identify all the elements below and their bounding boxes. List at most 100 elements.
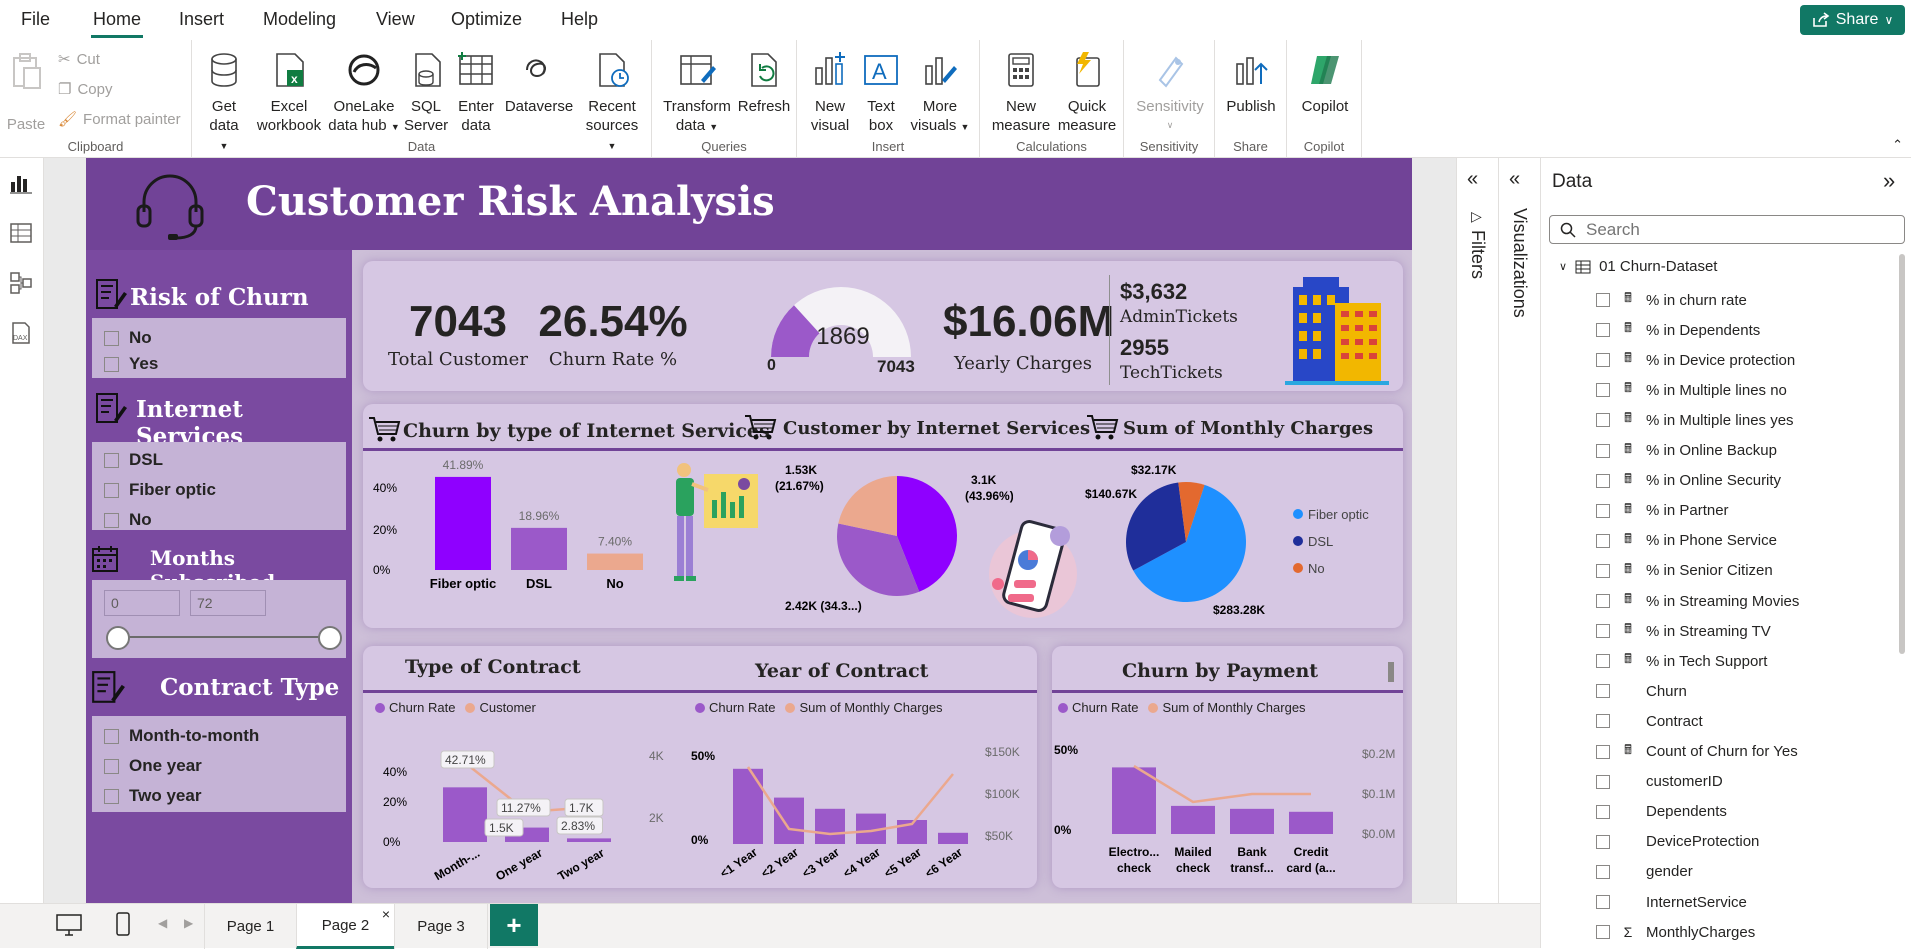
contract-option-two-year[interactable]: Two year bbox=[104, 786, 201, 806]
new-visual-button[interactable]: New visual bbox=[805, 50, 855, 135]
internet-option-no[interactable]: No bbox=[104, 510, 152, 530]
transform-data-button[interactable]: Transform data ▼ bbox=[662, 50, 732, 137]
text-box-button[interactable]: A Text box bbox=[859, 50, 903, 135]
field-item[interactable]: 🖩 Count of Churn for Yes bbox=[1596, 742, 1798, 762]
field-item[interactable]: 🖩 % in Multiple lines yes bbox=[1596, 410, 1794, 430]
tab-page-1[interactable]: Page 1 bbox=[204, 904, 296, 949]
field-item[interactable]: 🖩 % in Streaming Movies bbox=[1596, 591, 1799, 611]
copy-button[interactable]: ❐ Copy bbox=[58, 80, 112, 99]
search-input[interactable] bbox=[1586, 220, 1886, 240]
menu-view[interactable]: View bbox=[376, 9, 415, 29]
field-checkbox[interactable] bbox=[1596, 925, 1610, 940]
cut-button[interactable]: ✂ Cut bbox=[58, 50, 100, 69]
collapse-ribbon-icon[interactable]: ⌃ bbox=[1892, 137, 1903, 152]
field-checkbox[interactable] bbox=[1596, 594, 1610, 608]
field-checkbox[interactable] bbox=[1596, 624, 1610, 639]
field-checkbox[interactable] bbox=[1596, 654, 1610, 669]
field-item[interactable]: Contract bbox=[1596, 711, 1703, 731]
field-checkbox[interactable] bbox=[1596, 714, 1610, 729]
collapse-double-left-icon[interactable]: « bbox=[1509, 168, 1521, 190]
report-view-icon[interactable] bbox=[8, 170, 34, 196]
quick-measure-button[interactable]: Quick measure bbox=[1056, 50, 1118, 135]
field-item[interactable]: 🖩 % in Online Backup bbox=[1596, 441, 1777, 461]
field-item[interactable]: 🖩 % in Streaming TV bbox=[1596, 621, 1771, 641]
tab-page-3[interactable]: Page 3 bbox=[394, 904, 488, 949]
filters-pane[interactable]: « ▷ Filters bbox=[1456, 158, 1498, 903]
internet-option-fiber[interactable]: Fiber optic bbox=[104, 480, 216, 500]
data-pane-scrollbar[interactable] bbox=[1899, 254, 1905, 654]
desktop-layout-icon[interactable] bbox=[56, 914, 82, 936]
field-item[interactable]: 🖩 % in Tech Support bbox=[1596, 651, 1767, 671]
copilot-button[interactable]: Copilot bbox=[1295, 50, 1355, 116]
checkbox[interactable] bbox=[104, 788, 119, 804]
model-view-icon[interactable] bbox=[8, 270, 34, 296]
menu-file[interactable]: File bbox=[21, 9, 51, 29]
checkbox[interactable] bbox=[104, 330, 119, 346]
field-checkbox[interactable] bbox=[1596, 774, 1610, 789]
field-item[interactable]: 🖩 % in Dependents bbox=[1596, 320, 1760, 340]
close-icon[interactable]: × bbox=[381, 906, 390, 922]
field-checkbox[interactable] bbox=[1596, 503, 1610, 518]
checkbox[interactable] bbox=[104, 758, 119, 774]
enter-data-button[interactable]: Enter data bbox=[454, 50, 498, 135]
dax-query-icon[interactable]: DAX bbox=[8, 320, 34, 346]
checkbox[interactable] bbox=[104, 356, 119, 372]
mobile-layout-icon[interactable] bbox=[116, 912, 130, 936]
field-item[interactable]: 🖩 % in churn rate bbox=[1596, 290, 1747, 310]
field-item[interactable]: InternetService bbox=[1596, 892, 1747, 912]
table-node[interactable]: ∨ 01 Churn-Dataset bbox=[1559, 258, 1717, 275]
field-item[interactable]: 🖩 % in Device protection bbox=[1596, 350, 1795, 370]
table-view-icon[interactable] bbox=[8, 220, 34, 246]
checkbox[interactable] bbox=[104, 452, 119, 468]
field-item[interactable]: Σ MonthlyCharges bbox=[1596, 922, 1755, 942]
field-checkbox[interactable] bbox=[1596, 895, 1610, 909]
add-page-button[interactable]: + bbox=[490, 904, 538, 946]
format-painter-button[interactable]: 🖌 Format painter bbox=[58, 110, 181, 129]
more-visuals-button[interactable]: More visuals ▼ bbox=[909, 50, 971, 137]
risk-option-no[interactable]: No bbox=[104, 328, 152, 348]
field-checkbox[interactable] bbox=[1596, 533, 1610, 548]
field-item[interactable]: DeviceProtection bbox=[1596, 832, 1759, 852]
field-checkbox[interactable] bbox=[1596, 804, 1610, 819]
field-item[interactable]: Churn bbox=[1596, 681, 1687, 701]
dataverse-button[interactable]: Dataverse bbox=[502, 50, 576, 116]
contract-option-month[interactable]: Month-to-month bbox=[104, 726, 259, 746]
field-item[interactable]: customerID bbox=[1596, 772, 1723, 792]
onelake-button[interactable]: OneLake data hub ▼ bbox=[326, 50, 402, 137]
field-checkbox[interactable] bbox=[1596, 353, 1610, 368]
get-data-button[interactable]: Get data ▼ bbox=[204, 50, 244, 156]
scrollbar[interactable] bbox=[1388, 662, 1394, 682]
excel-workbook-button[interactable]: x Excel workbook bbox=[254, 50, 324, 135]
internet-option-dsl[interactable]: DSL bbox=[104, 450, 163, 470]
prev-page-icon[interactable]: ◀ bbox=[158, 916, 168, 930]
field-item[interactable]: 🖩 % in Online Security bbox=[1596, 471, 1781, 491]
field-checkbox[interactable] bbox=[1596, 744, 1610, 759]
field-item[interactable]: 🖩 % in Multiple lines no bbox=[1596, 380, 1787, 400]
sensitivity-button[interactable]: Sensitivity ∨ bbox=[1130, 50, 1210, 135]
checkbox[interactable] bbox=[104, 482, 119, 498]
field-item[interactable]: gender bbox=[1596, 862, 1693, 882]
field-checkbox[interactable] bbox=[1596, 684, 1610, 699]
refresh-button[interactable]: Refresh bbox=[736, 50, 792, 116]
collapse-double-right-icon[interactable]: » bbox=[1883, 168, 1896, 193]
months-min-input[interactable]: 0 bbox=[104, 590, 180, 616]
paste-button[interactable]: Paste bbox=[6, 50, 46, 134]
field-checkbox[interactable] bbox=[1596, 563, 1610, 578]
visualizations-pane[interactable]: « Visualizations bbox=[1498, 158, 1540, 903]
months-max-input[interactable]: 72 bbox=[190, 590, 266, 616]
tab-page-2[interactable]: Page 2 × bbox=[296, 904, 394, 949]
search-box[interactable] bbox=[1549, 215, 1905, 244]
menu-help[interactable]: Help bbox=[561, 9, 599, 29]
share-button[interactable]: Share ∨ bbox=[1800, 5, 1905, 35]
chevron-down-icon[interactable]: ∨ bbox=[1559, 261, 1568, 273]
field-checkbox[interactable] bbox=[1596, 443, 1610, 458]
menu-insert[interactable]: Insert bbox=[179, 9, 225, 29]
menu-optimize[interactable]: Optimize bbox=[451, 9, 523, 29]
field-item[interactable]: 🖩 % in Partner bbox=[1596, 501, 1729, 521]
field-item[interactable]: 🖩 % in Phone Service bbox=[1596, 531, 1777, 551]
field-checkbox[interactable] bbox=[1596, 834, 1610, 849]
field-checkbox[interactable] bbox=[1596, 864, 1610, 879]
field-checkbox[interactable] bbox=[1596, 293, 1610, 307]
range-min-handle[interactable] bbox=[106, 626, 130, 650]
field-checkbox[interactable] bbox=[1596, 383, 1610, 398]
